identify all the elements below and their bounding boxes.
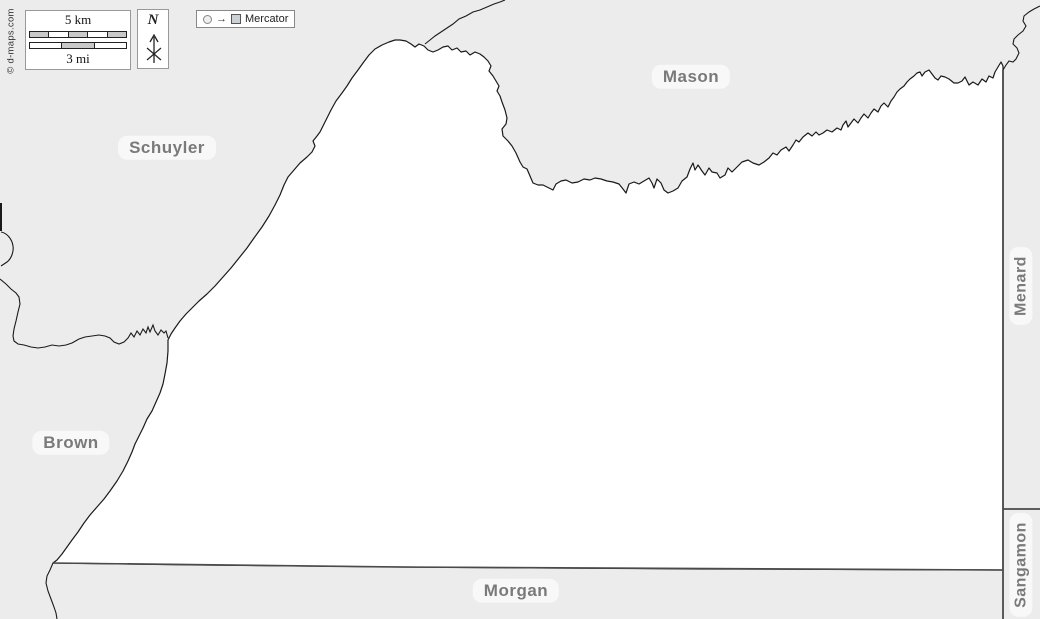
scale-km-label: 5 km: [64, 12, 92, 27]
north-indicator: N: [137, 9, 169, 69]
county-label-sangamon: Sangamon: [1009, 513, 1033, 617]
projection-label: Mercator: [245, 13, 289, 25]
attribution-text: © d-maps.com: [5, 8, 17, 74]
north-label: N: [147, 12, 159, 28]
river-line-northeast: [1002, 5, 1040, 71]
county-label-morgan: Morgan: [472, 578, 560, 604]
arrow-right-icon: →: [216, 12, 227, 25]
county-label-mason: Mason: [651, 64, 731, 90]
projection-circle-icon: [203, 14, 212, 24]
county-label-menard: Menard: [1009, 247, 1033, 325]
north-arrow-icon: [146, 33, 162, 63]
scale-mi-label: 3 mi: [66, 51, 90, 66]
projection-square-icon: [231, 14, 241, 24]
scale-km-bar-icon: [29, 31, 127, 38]
county-label-brown: Brown: [32, 430, 110, 456]
county-shape: [52, 39, 1004, 571]
river-meander-loop: [0, 231, 14, 267]
projection-badge: → Mercator: [196, 10, 296, 28]
county-label-schuyler: Schuyler: [118, 135, 216, 161]
scale-mi-bar-icon: [29, 42, 127, 49]
scale-bar: 5 km 3 mi: [25, 10, 131, 70]
boundary-line-south: [52, 562, 1004, 571]
river-line-west: [0, 278, 169, 349]
river-line-north: [424, 0, 506, 45]
river-line-south: [45, 562, 58, 619]
